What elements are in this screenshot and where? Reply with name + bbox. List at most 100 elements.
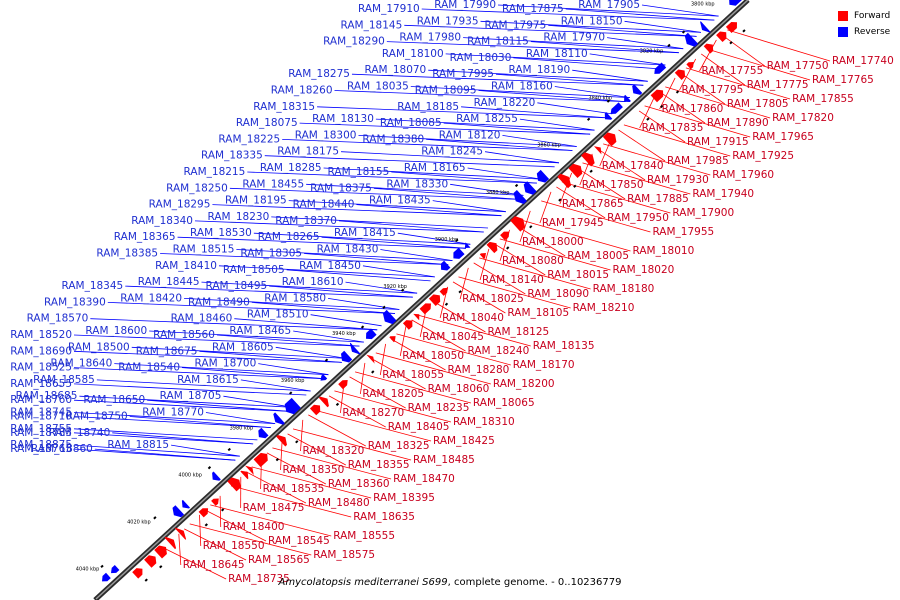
reverse-gene-label: RAM_18570 — [27, 313, 89, 325]
forward-gene-label: RAM_17765 — [812, 74, 874, 86]
forward-connector — [349, 376, 406, 409]
reverse-connector — [201, 281, 418, 294]
reverse-gene-label: RAM_18370 — [275, 215, 337, 227]
reverse-connector — [362, 265, 435, 278]
forward-connector — [379, 343, 386, 376]
reverse-gene-label: RAM_18115 — [467, 36, 529, 48]
forward-gene-arrow — [253, 452, 268, 468]
kbp-tick-label: 4020 kbp — [127, 520, 151, 526]
reverse-gene-label: RAM_18615 — [177, 374, 239, 386]
forward-gene-label: RAM_18310 — [453, 416, 515, 428]
feature-tick — [400, 288, 405, 292]
reverse-connector — [428, 69, 648, 82]
forward-gene-arrow — [276, 435, 287, 447]
forward-gene-label: RAM_18325 — [368, 440, 430, 452]
forward-connector — [375, 352, 491, 385]
reverse-gene-label: RAM_18330 — [386, 178, 448, 190]
forward-connector — [699, 39, 717, 72]
forward-connector — [359, 362, 366, 395]
reverse-gene-arrow — [349, 342, 361, 355]
reverse-gene-arrow — [382, 309, 397, 325]
forward-gene-arrow — [594, 146, 602, 155]
reverse-connector — [147, 399, 289, 412]
reverse-connector — [463, 37, 684, 50]
reverse-connector — [96, 379, 311, 392]
reverse-gene-label: RAM_17910 — [358, 3, 420, 15]
forward-connector — [432, 300, 486, 333]
reverse-gene-arrow — [610, 102, 623, 114]
reverse-gene-label: RAM_18700 — [195, 358, 257, 370]
reverse-connector — [410, 86, 630, 98]
reverse-gene-label: RAM_18275 — [288, 68, 350, 80]
reverse-connector — [73, 399, 289, 412]
feature-tick — [324, 358, 329, 362]
reverse-gene-label: RAM_18285 — [260, 162, 322, 174]
forward-gene-arrow — [557, 173, 572, 189]
forward-gene-label: RAM_18050 — [402, 350, 464, 362]
forward-connector — [210, 504, 332, 537]
forward-gene-label: RAM_18005 — [567, 250, 629, 262]
reverse-gene-label: RAM_18110 — [526, 48, 588, 60]
reverse-gene-label: RAM_18585 — [33, 374, 95, 386]
forward-connector — [411, 319, 466, 352]
forward-connector — [499, 238, 611, 271]
forward-connector — [313, 409, 432, 442]
forward-connector — [623, 124, 731, 157]
feature-tick — [646, 117, 650, 121]
reverse-gene-label: RAM_18515 — [173, 244, 235, 256]
reverse-gene-label: RAM_18440 — [293, 199, 355, 211]
reverse-connector — [216, 334, 360, 347]
reverse-gene-label: RAM_18130 — [312, 113, 374, 125]
forward-gene-label: RAM_18055 — [382, 369, 444, 381]
reverse-gene-label: RAM_18190 — [508, 64, 570, 76]
forward-gene-label: RAM_18280 — [448, 364, 510, 376]
forward-gene-arrow — [439, 287, 448, 296]
reverse-connector — [397, 232, 471, 245]
forward-gene-arrow — [510, 216, 526, 232]
reverse-gene-arrow — [181, 499, 190, 509]
forward-gene-label: RAM_17835 — [642, 122, 704, 134]
forward-gene-label: RAM_18060 — [428, 383, 490, 395]
forward-gene-arrow — [428, 294, 441, 306]
reverse-connector — [269, 285, 413, 298]
reverse-connector — [495, 73, 644, 86]
reverse-gene-label: RAM_18195 — [225, 195, 287, 207]
reverse-gene-arrow — [341, 350, 353, 363]
forward-gene-arrow — [674, 69, 686, 80]
reverse-gene-label: RAM_17935 — [417, 15, 479, 27]
reverse-gene-label: RAM_18260 — [271, 85, 333, 97]
forward-gene-arrow — [602, 132, 617, 147]
reverse-gene-arrow — [700, 21, 711, 33]
reverse-connector — [73, 383, 307, 396]
reverse-connector — [589, 53, 666, 66]
reverse-gene-label: RAM_18505 — [223, 264, 285, 276]
forward-gene-arrow — [309, 404, 321, 416]
forward-connector — [219, 495, 222, 528]
reverse-connector — [345, 281, 418, 294]
forward-gene-label: RAM_17955 — [652, 226, 714, 238]
forward-gene-label: RAM_17795 — [682, 84, 744, 96]
reverse-connector — [380, 249, 453, 261]
forward-gene-label: RAM_17820 — [772, 112, 834, 124]
caption-range: , complete genome. - 0..10236779 — [447, 577, 622, 588]
reverse-gene-arrow — [212, 471, 221, 481]
forward-connector — [292, 428, 412, 461]
reverse-connector — [341, 151, 560, 164]
reverse-gene-label: RAM_18785 — [10, 427, 72, 439]
feature-tick — [514, 183, 519, 188]
kbp-tick-label: 3800 kbp — [691, 1, 715, 7]
reverse-connector — [160, 253, 449, 265]
reverse-gene-label: RAM_18085 — [380, 117, 442, 129]
forward-gene-label: RAM_18000 — [522, 236, 584, 248]
kbp-tick-label: 3820 kbp — [640, 49, 664, 55]
reverse-gene-label: RAM_18365 — [114, 231, 176, 243]
reverse-gene-label: RAM_18675 — [136, 345, 198, 357]
forward-gene-label: RAM_18010 — [633, 245, 695, 257]
reverse-connector — [565, 8, 715, 21]
reverse-connector — [554, 86, 630, 98]
reverse-gene-arrow — [453, 247, 465, 259]
reverse-connector — [73, 350, 342, 363]
reverse-gene-label: RAM_18745 — [10, 407, 72, 419]
forward-gene-label: RAM_18015 — [547, 269, 609, 281]
forward-connector — [727, 29, 831, 62]
